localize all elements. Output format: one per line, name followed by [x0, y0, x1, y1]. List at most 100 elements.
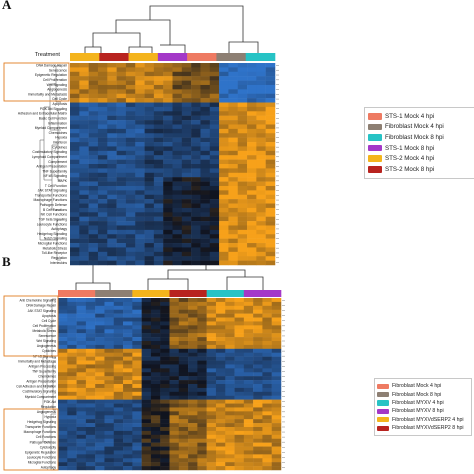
row-label: Senescence	[38, 334, 56, 338]
row-label: Cell Proliferation	[33, 324, 57, 328]
row-label: Cytokines	[53, 145, 68, 149]
row-label: Apoptosis	[53, 102, 68, 106]
legend-entry: Fibroblast Mock 4 hpi	[377, 382, 469, 390]
row-label: Cytokines	[42, 349, 56, 353]
row-label: Hedgehog Signaling	[27, 420, 56, 424]
panel-b-letter: B	[2, 254, 11, 269]
row-label: Adhesion and Extracellular Matrix	[18, 112, 67, 116]
legend-entry: STS-1 Mock 8 hpi	[368, 143, 472, 154]
row-label: Leukocyte Functions	[27, 455, 57, 459]
row-label: Pathogen Defense	[40, 203, 67, 207]
legend-panel-b: Fibroblast Mock 4 hpi Fibroblast Mock 8 h…	[374, 378, 472, 437]
legend-label: Fibroblast MYXV 4 hpi	[392, 399, 444, 406]
legend-label: Fibroblast MYXVdSERP2 8 hpi	[392, 425, 464, 432]
row-label: Angiogenesis	[47, 88, 67, 92]
legend-swatch	[368, 144, 382, 152]
row-label: Microglial Functions	[38, 242, 67, 246]
row-label: JAK STAT Signaling	[38, 189, 67, 193]
row-label: Wnt Signaling	[47, 83, 68, 87]
legend-entry: Fibroblast Mock 4 hpi	[368, 122, 472, 133]
legend-label: STS-2 Mock 4 hpi	[385, 155, 435, 163]
row-label: Cell Proliferation	[43, 78, 67, 82]
panel-a-treatment-bar	[70, 53, 276, 61]
legend-panel-a: STS-1 Mock 4 hpi Fibroblast Mock 4 hpi Fib…	[364, 107, 474, 179]
legend-entry: Fibroblast Mock 8 hpi	[377, 390, 469, 398]
legend-swatch	[377, 400, 389, 406]
row-label: Hedgehog Signaling	[37, 232, 67, 236]
row-label: Epigenetic Regulation	[25, 450, 56, 454]
row-label: Apoptosis	[42, 314, 56, 318]
row-label: NK Cell Functions	[41, 213, 68, 217]
legend-swatch	[377, 425, 389, 431]
panel-a-right-ticks	[276, 65, 279, 263]
row-label: Interferon	[53, 141, 67, 145]
row-label: NF kB Signaling	[43, 174, 67, 178]
row-label: DNA Damage Repair	[26, 304, 57, 308]
treatment-group-swatch	[58, 290, 96, 297]
treatment-group-swatch	[95, 290, 133, 297]
legend-label: STS-1 Mock 8 hpi	[385, 144, 435, 152]
row-label: DNA Damage Repair	[36, 64, 68, 68]
legend-entry: Fibroblast MYXVdSERP2 4 hpi	[377, 416, 469, 424]
treatment-label: Treatment	[35, 52, 61, 58]
row-label: Chemokines	[38, 375, 56, 379]
treatment-group-swatch	[216, 53, 247, 61]
legend-entry: Fibroblast MYXV 8 hpi	[377, 407, 469, 415]
legend-swatch	[377, 417, 389, 423]
row-label: TNF Superfamily	[42, 169, 67, 173]
row-label: Costimulatory Signaling	[23, 390, 57, 394]
row-label: Cell Cycle	[42, 319, 57, 323]
legend-label: Fibroblast MYXV 8 hpi	[392, 408, 444, 415]
row-label: Hypoxia	[44, 415, 56, 419]
legend-entry: STS-2 Mock 8 hpi	[368, 164, 472, 175]
treatment-group-swatch	[70, 53, 100, 61]
row-label: Epigenetic Regulation	[35, 73, 67, 77]
legend-label: STS-2 Mock 8 hpi	[385, 165, 435, 173]
row-label: Antigen Processing	[29, 364, 57, 368]
row-label: Myeloid Compartment	[25, 395, 56, 399]
panel-b-highlight-box-bottom	[3, 408, 59, 471]
legend-swatch	[368, 123, 382, 131]
row-label: TNF Superfamily	[32, 369, 56, 373]
row-label: Cell Adhesion and Migration	[16, 385, 56, 389]
legend-label: STS-1 Mock 4 hpi	[385, 112, 435, 120]
row-label: Cytotoxicity	[40, 445, 57, 449]
treatment-group-swatch	[187, 53, 217, 61]
panel-b-right-ticks	[282, 300, 285, 468]
row-label: Chemokines	[49, 131, 68, 135]
row-label: Microglial Functions	[28, 461, 57, 465]
treatment-group-swatch	[245, 53, 276, 61]
row-label: PI3K Akt	[44, 400, 56, 404]
treatment-group-swatch	[99, 53, 129, 61]
legend-swatch	[377, 391, 389, 398]
legend-label: Fibroblast Mock 4 hpi	[392, 383, 442, 390]
row-label: Transporter Functions	[35, 193, 67, 197]
legend-label: Fibroblast Mock 4 hpi	[385, 123, 444, 131]
row-label: Autophagy	[41, 466, 57, 470]
treatment-group-swatch	[169, 290, 207, 297]
row-label: Cell Cycle	[52, 97, 67, 101]
treatment-group-swatch	[243, 290, 282, 297]
row-label: Costimulatory Signaling	[32, 150, 67, 154]
legend-entry: Fibroblast MYXVdSERP2 8 hpi	[377, 424, 469, 432]
row-label: Immortality and Metastasis	[18, 359, 56, 363]
legend-swatch	[368, 134, 382, 141]
row-label: Leukocyte Functions	[37, 222, 68, 226]
row-label: Senescence	[49, 68, 67, 72]
row-label: Myeloid Compartment	[35, 126, 67, 130]
legend-entry: Fibroblast Mock 8 hpi	[368, 132, 472, 143]
row-label: Antigen Presentation	[36, 165, 67, 169]
row-label: Autophagy	[51, 227, 67, 231]
legend-swatch	[368, 155, 382, 162]
treatment-group-swatch	[128, 53, 159, 61]
row-label: Macrophage Functions	[24, 430, 57, 434]
row-label: Regulation	[41, 405, 56, 409]
row-label: Wnt Signaling	[36, 339, 56, 343]
row-label: Anti Chemokine Signaling	[19, 299, 56, 303]
row-label: Complement	[48, 160, 67, 164]
row-label: Lymphoid Compartment	[32, 155, 67, 159]
row-label: Cell Functions	[36, 435, 57, 439]
